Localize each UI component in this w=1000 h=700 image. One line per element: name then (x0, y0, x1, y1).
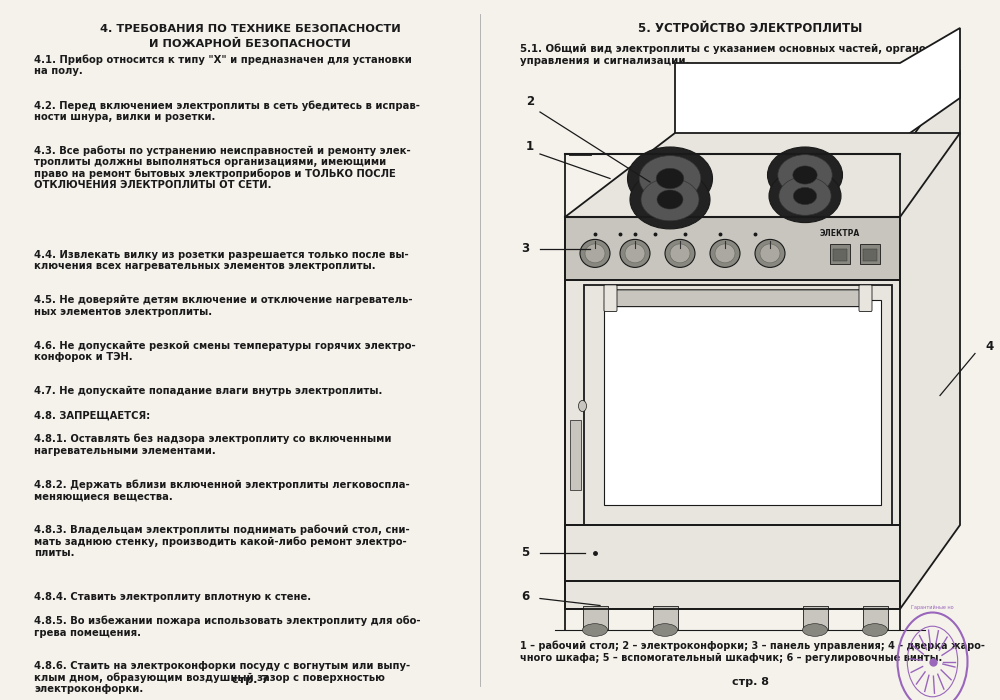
Text: 4.5. Не доверяйте детям включение и отключение нагреватель-
ных элементов электр: 4.5. Не доверяйте детям включение и откл… (34, 295, 413, 316)
Text: 1 – рабочий стол; 2 – электроконфорки; 3 – панель управления; 4 – дверка жаро-
ч: 1 – рабочий стол; 2 – электроконфорки; 3… (520, 640, 985, 663)
FancyBboxPatch shape (862, 248, 876, 261)
Polygon shape (900, 70, 960, 609)
Text: 6: 6 (521, 590, 529, 603)
FancyBboxPatch shape (604, 285, 617, 312)
Ellipse shape (582, 624, 608, 636)
Polygon shape (565, 133, 960, 217)
Ellipse shape (656, 168, 684, 189)
FancyBboxPatch shape (830, 244, 850, 264)
Ellipse shape (755, 239, 785, 267)
Ellipse shape (710, 239, 740, 267)
Ellipse shape (625, 244, 645, 262)
Text: 4.8.5. Во избежании пожара использовать электроплиту для обо-
грева помещения.: 4.8.5. Во избежании пожара использовать … (34, 616, 420, 638)
Text: 4.4. Извлекать вилку из розетки разрешается только после вы-
ключения всех нагре: 4.4. Извлекать вилку из розетки разрешае… (34, 250, 409, 271)
Ellipse shape (628, 147, 712, 210)
Ellipse shape (715, 244, 735, 262)
Ellipse shape (793, 188, 817, 204)
Ellipse shape (778, 155, 832, 195)
Ellipse shape (768, 147, 842, 203)
Text: 4.3. Все работы по устранению неисправностей и ремонту элек-
троплиты должны вып: 4.3. Все работы по устранению неисправно… (34, 146, 411, 190)
Text: 4.6. Не допускайте резкой смены температуры горячих электро-
конфорок и ТЭН.: 4.6. Не допускайте резкой смены температ… (34, 341, 416, 362)
Text: 4. ТРЕБОВАНИЯ ПО ТЕХНИКЕ БЕЗОПАСНОСТИ: 4. ТРЕБОВАНИЯ ПО ТЕХНИКЕ БЕЗОПАСНОСТИ (100, 25, 400, 34)
Bar (565, 217, 900, 280)
FancyBboxPatch shape (608, 290, 866, 307)
Polygon shape (675, 28, 960, 140)
Text: 5: 5 (521, 547, 529, 559)
Text: 4.8.6. Стаить на электроконфорки посуду с вогнутым или выпу-
клым дном, образующ: 4.8.6. Стаить на электроконфорки посуду … (34, 662, 410, 694)
Text: стр. 8: стр. 8 (732, 678, 768, 687)
FancyBboxPatch shape (859, 285, 872, 312)
Ellipse shape (580, 239, 610, 267)
Ellipse shape (665, 239, 695, 267)
Text: 4.8. ЗАПРЕЩАЕТСЯ:: 4.8. ЗАПРЕЩАЕТСЯ: (34, 410, 150, 420)
Text: стр. 7: стр. 7 (232, 675, 268, 685)
Text: И ПОЖАРНОЙ БЕЗОПАСНОСТИ: И ПОЖАРНОЙ БЕЗОПАСНОСТИ (149, 38, 351, 48)
Bar (570, 420, 581, 490)
Ellipse shape (641, 178, 699, 220)
Ellipse shape (760, 244, 780, 262)
Text: 4.8.4. Ставить электроплиту вплотную к стене.: 4.8.4. Ставить электроплиту вплотную к с… (34, 592, 311, 602)
Ellipse shape (862, 624, 888, 636)
Text: 2: 2 (526, 95, 534, 108)
Text: 4.8.1. Оставлять без надзора электроплиту со включенными
нагревательными элемент: 4.8.1. Оставлять без надзора электроплит… (34, 434, 392, 456)
Ellipse shape (639, 155, 701, 202)
Bar (565, 525, 900, 581)
Ellipse shape (630, 170, 710, 229)
Text: 1: 1 (526, 141, 534, 153)
Ellipse shape (652, 624, 678, 636)
Ellipse shape (802, 624, 828, 636)
Ellipse shape (657, 190, 683, 209)
Ellipse shape (620, 239, 650, 267)
Text: Гарантийные но: Гарантийные но (911, 605, 954, 610)
FancyBboxPatch shape (565, 217, 900, 609)
FancyBboxPatch shape (604, 300, 881, 505)
Ellipse shape (769, 169, 841, 223)
Circle shape (578, 400, 586, 412)
FancyBboxPatch shape (584, 285, 892, 527)
Text: 4.8.2. Держать вблизи включенной электроплиты легковоспла-
меняющиеся вещества.: 4.8.2. Держать вблизи включенной электро… (34, 480, 410, 501)
Ellipse shape (779, 176, 831, 216)
Text: 4.7. Не допускайте попадание влаги внутрь электроплиты.: 4.7. Не допускайте попадание влаги внутр… (34, 386, 382, 396)
Text: 4: 4 (985, 340, 993, 353)
Text: 5. УСТРОЙСТВО ЭЛЕКТРОПЛИТЫ: 5. УСТРОЙСТВО ЭЛЕКТРОПЛИТЫ (638, 22, 862, 36)
Bar (802, 606, 828, 630)
Bar (582, 606, 608, 630)
FancyBboxPatch shape (860, 244, 880, 264)
Ellipse shape (793, 166, 817, 184)
Text: 4.2. Перед включением электроплиты в сеть убедитесь в исправ-
ности шнура, вилки: 4.2. Перед включением электроплиты в сет… (34, 100, 420, 122)
Ellipse shape (670, 244, 690, 262)
Ellipse shape (585, 244, 605, 262)
Bar (862, 606, 888, 630)
Text: ЭЛЕКТРА: ЭЛЕКТРА (820, 229, 860, 237)
FancyBboxPatch shape (832, 248, 846, 261)
Text: 3: 3 (521, 242, 529, 255)
Text: 4.1. Прибор относится к типу "X" и предназначен для установки
на полу.: 4.1. Прибор относится к типу "X" и предн… (34, 55, 412, 76)
Text: 5.1. Общий вид электроплиты с указанием основных частей, органов
управления и си: 5.1. Общий вид электроплиты с указанием … (520, 43, 932, 66)
Text: 4.8.3. Владельцам электроплиты поднимать рабочий стол, сни-
мать заднюю стенку, : 4.8.3. Владельцам электроплиты поднимать… (34, 525, 410, 559)
Bar (652, 606, 678, 630)
